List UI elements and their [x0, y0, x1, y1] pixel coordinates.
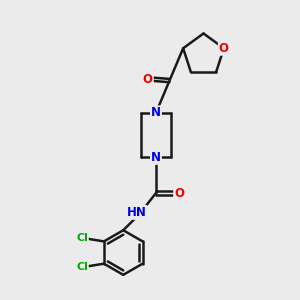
Text: HN: HN [127, 206, 147, 219]
Text: Cl: Cl [76, 262, 88, 272]
Text: N: N [151, 151, 161, 164]
Text: N: N [151, 106, 161, 119]
Text: O: O [219, 42, 229, 55]
Text: Cl: Cl [76, 233, 88, 243]
Text: O: O [143, 73, 153, 85]
Text: O: O [174, 187, 184, 200]
